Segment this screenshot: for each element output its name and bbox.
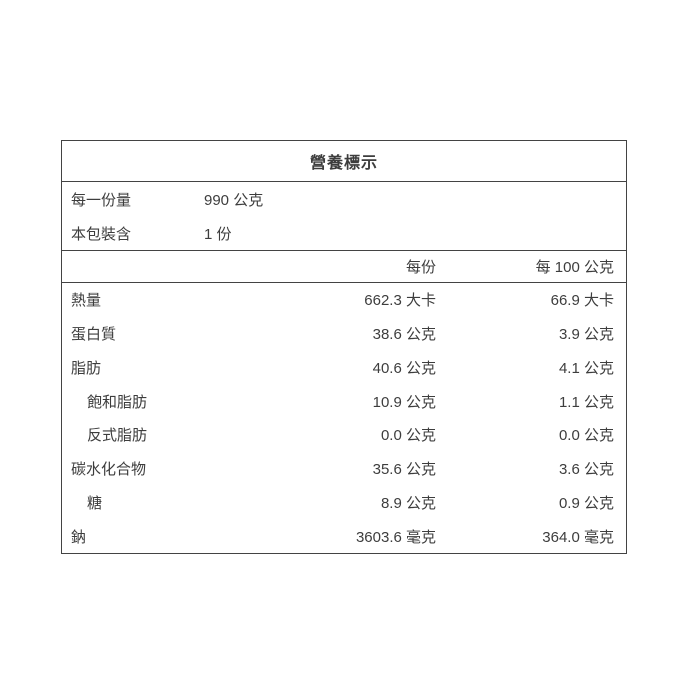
table-row-sodium: 鈉 3603.6 毫克 364.0 毫克: [62, 519, 626, 553]
servings-per-package-row: 本包裝含 1 份: [62, 216, 626, 250]
serving-size-label: 每一份量: [71, 191, 132, 209]
column-header-row: 每份 每 100 公克: [62, 251, 626, 283]
nutrition-table-title: 營養標示: [62, 141, 626, 182]
nutrient-label: 脂肪: [71, 359, 102, 377]
nutrient-label: 鈉: [71, 528, 87, 546]
per-100g-value: 1.1 公克: [558, 393, 614, 411]
nutrient-label: 糖: [87, 494, 103, 512]
per-serving-value: 662.3 大卡: [364, 292, 436, 310]
per-serving-value: 10.9 公克: [372, 393, 436, 411]
nutrition-facts-table: 營養標示 每一份量 990 公克 本包裝含 1 份 每份 每 100 公克 熱量…: [61, 140, 627, 554]
servings-per-package-value: 1 份: [204, 225, 232, 243]
column-header-per-100g: 每 100 公克: [535, 259, 614, 276]
nutrient-label: 蛋白質: [71, 326, 117, 344]
serving-info-section: 每一份量 990 公克 本包裝含 1 份: [62, 182, 626, 251]
table-row-saturated-fat: 飽和脂肪 10.9 公克 1.1 公克: [62, 384, 626, 418]
per-serving-value: 3603.6 毫克: [355, 528, 436, 546]
table-row-sugar: 糖 8.9 公克 0.9 公克: [62, 486, 626, 520]
per-100g-value: 3.9 公克: [558, 326, 614, 344]
per-100g-value: 0.9 公克: [558, 494, 614, 512]
per-serving-value: 40.6 公克: [372, 359, 436, 377]
table-row-calories: 熱量 662.3 大卡 66.9 大卡: [62, 283, 626, 317]
table-row-carbohydrate: 碳水化合物 35.6 公克 3.6 公克: [62, 452, 626, 486]
per-100g-value: 364.0 毫克: [542, 528, 614, 546]
per-serving-value: 38.6 公克: [372, 326, 436, 344]
servings-per-package-label: 本包裝含: [71, 225, 132, 243]
table-row-fat: 脂肪 40.6 公克 4.1 公克: [62, 351, 626, 385]
nutrient-label: 熱量: [71, 292, 102, 310]
nutrient-label: 碳水化合物: [71, 461, 147, 479]
table-row-protein: 蛋白質 38.6 公克 3.9 公克: [62, 317, 626, 351]
per-100g-value: 3.6 公克: [558, 461, 614, 479]
table-row-trans-fat: 反式脂肪 0.0 公克 0.0 公克: [62, 418, 626, 452]
per-serving-value: 8.9 公克: [380, 494, 436, 512]
serving-size-value: 990 公克: [204, 191, 264, 209]
nutrient-label: 反式脂肪: [87, 427, 148, 445]
per-serving-value: 0.0 公克: [380, 427, 436, 445]
nutrient-label: 飽和脂肪: [87, 393, 148, 411]
per-100g-value: 0.0 公克: [558, 427, 614, 445]
per-serving-value: 35.6 公克: [372, 461, 436, 479]
per-100g-value: 4.1 公克: [558, 359, 614, 377]
serving-size-row: 每一份量 990 公克: [62, 182, 626, 216]
per-100g-value: 66.9 大卡: [550, 292, 614, 310]
column-header-per-serving: 每份: [405, 259, 436, 276]
